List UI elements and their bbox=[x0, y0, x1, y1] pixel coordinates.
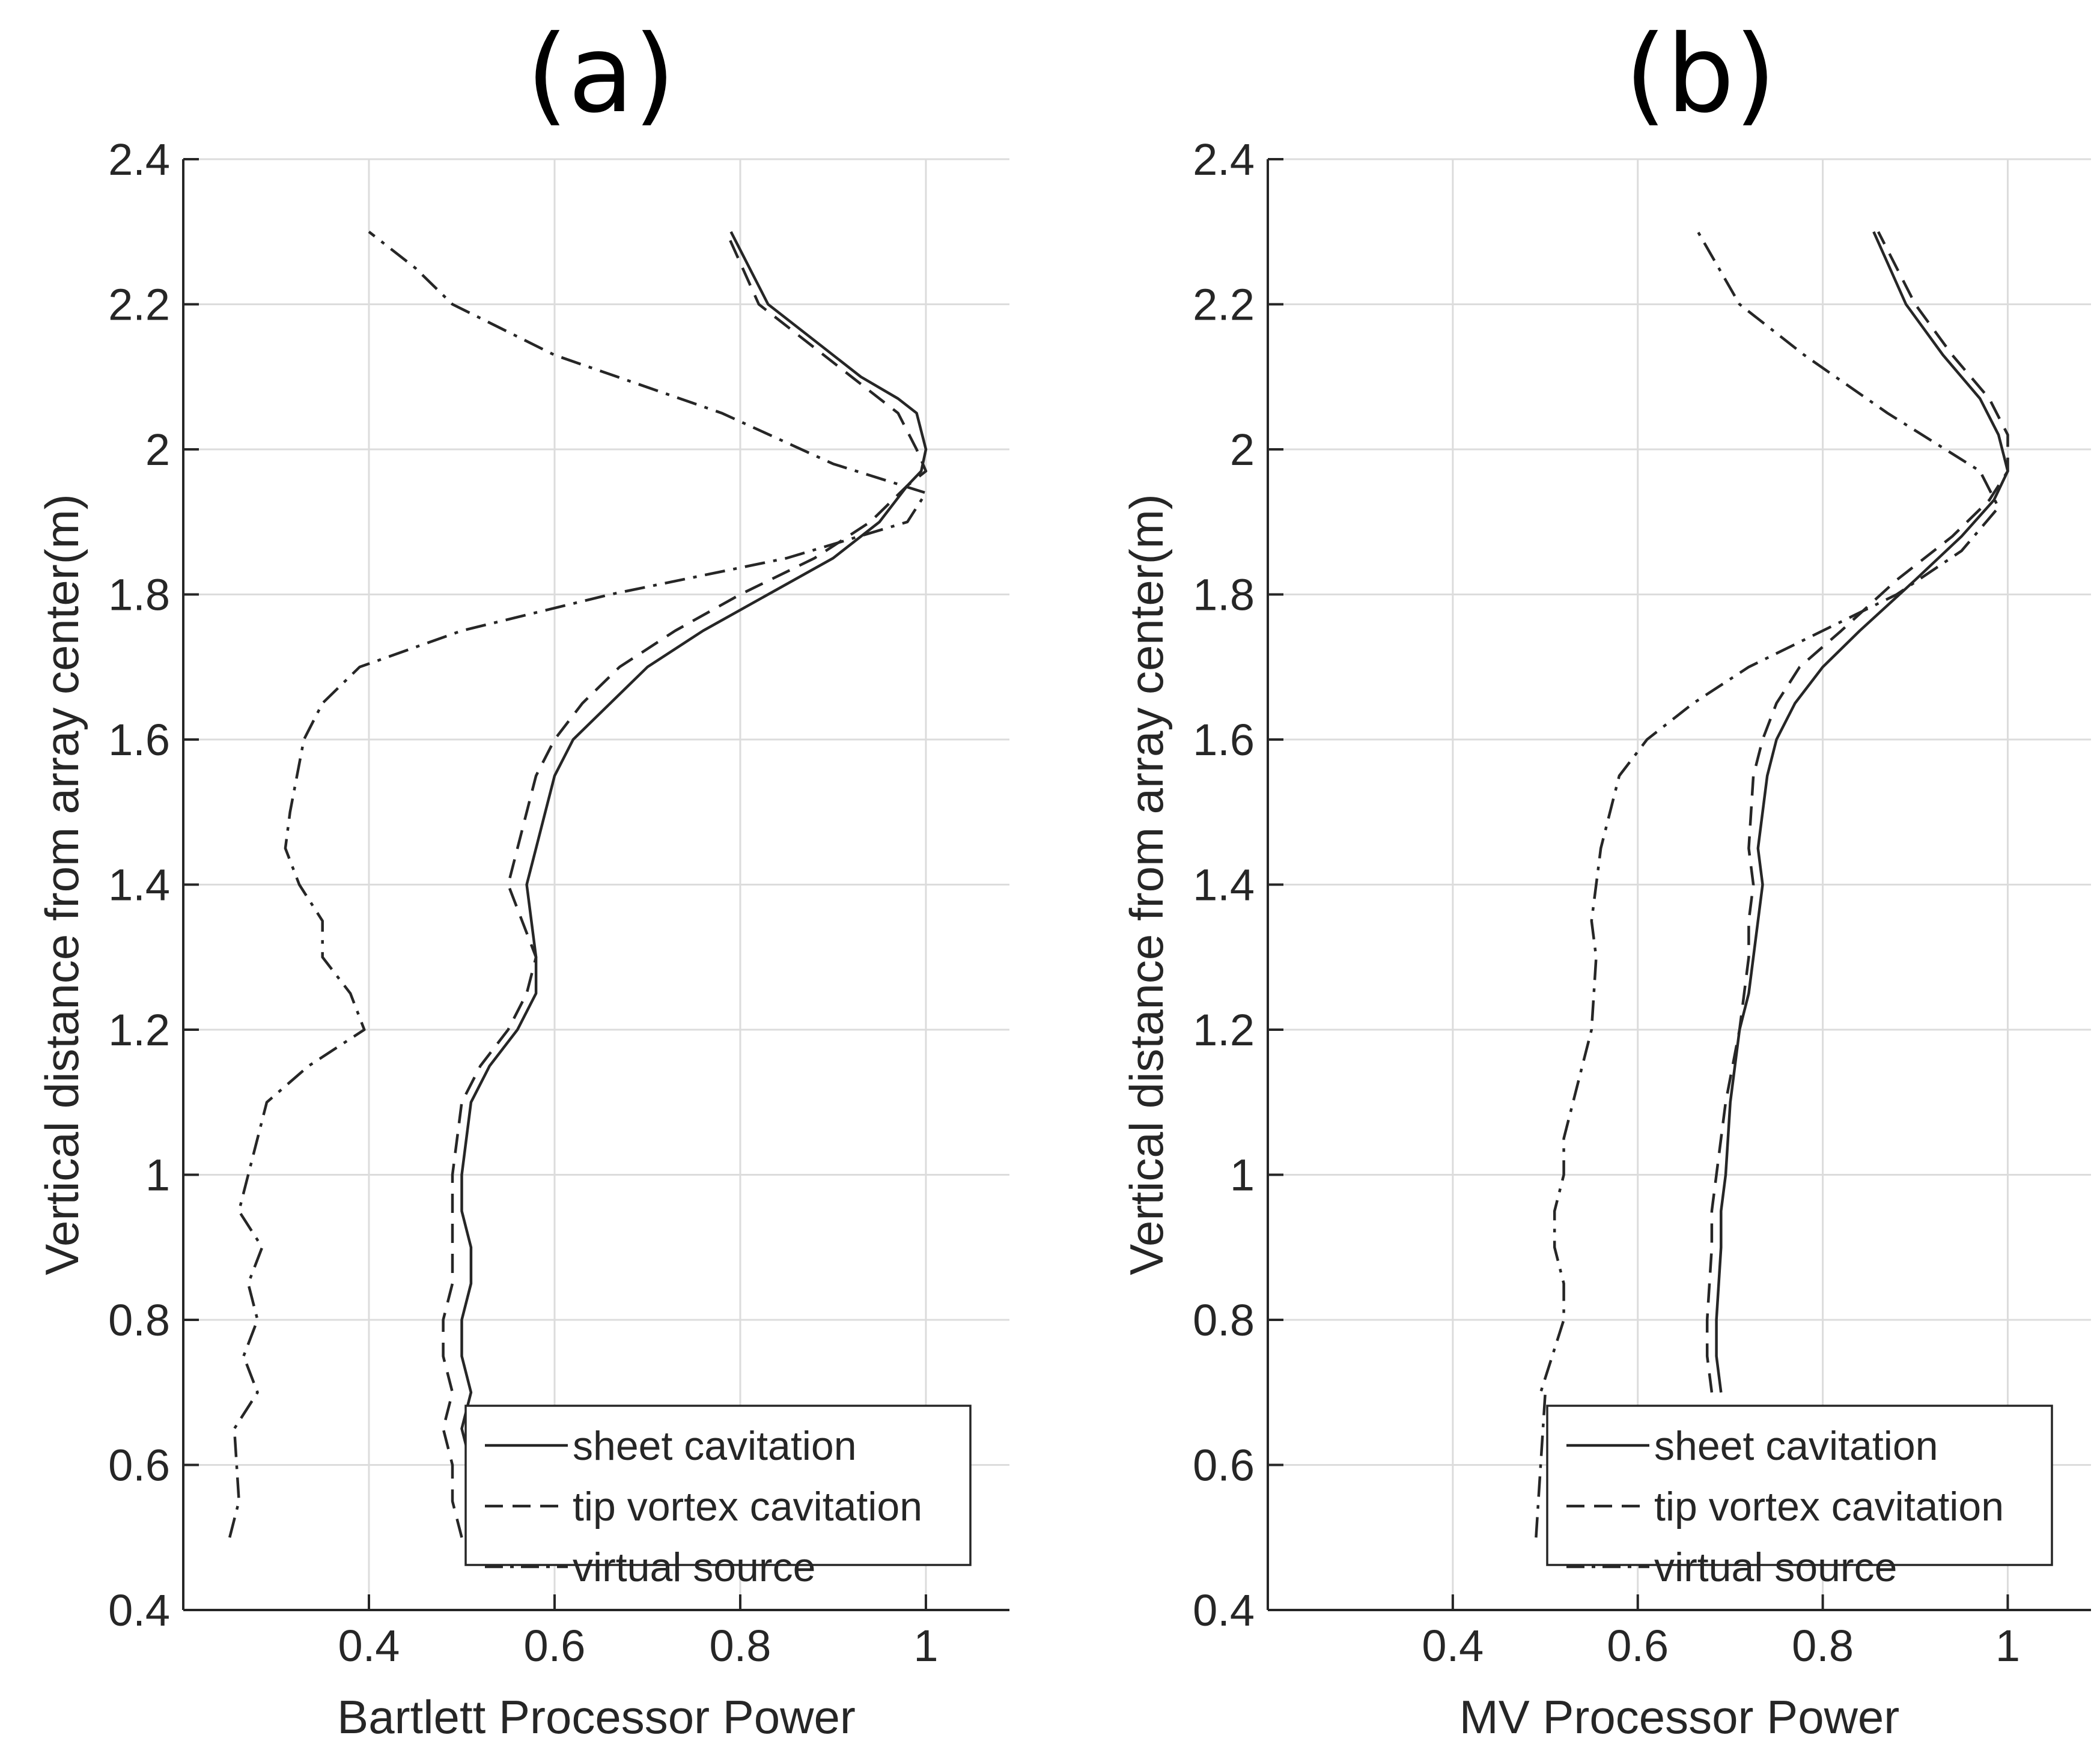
x-tick-label: 1 bbox=[1995, 1621, 2020, 1671]
x-tick-label: 0.4 bbox=[338, 1621, 400, 1671]
series-line-sheet-cavitation bbox=[1715, 231, 2009, 1393]
panel-title: (b) bbox=[1625, 12, 1776, 136]
y-tick-label: 2.2 bbox=[108, 280, 170, 330]
legend-entry-label: tip vortex cavitation bbox=[573, 1484, 922, 1530]
x-tick-label: 0.8 bbox=[1792, 1621, 1854, 1671]
series-line-virtual-source bbox=[228, 231, 928, 1538]
y-tick-label: 1.8 bbox=[108, 570, 170, 620]
x-tick-label: 0.4 bbox=[1422, 1621, 1484, 1671]
y-axis-label: Vertical distance from array center(m) bbox=[1120, 494, 1173, 1275]
panel-title: (a) bbox=[526, 12, 675, 136]
legend-entry-label: sheet cavitation bbox=[573, 1423, 857, 1469]
x-tick-label: 0.8 bbox=[710, 1621, 772, 1671]
y-tick-label: 1 bbox=[145, 1150, 170, 1200]
y-tick-label: 2.4 bbox=[108, 135, 170, 184]
legend-box bbox=[1546, 1405, 2053, 1566]
panel-a: 0.4 0.6 0.8 1 1.2 1.4 1.6 1.8 2 2.2 2.4 0.4 0.6 0.8 1 B… bbox=[35, 12, 1009, 1743]
y-tick-label: 2.2 bbox=[1193, 280, 1255, 330]
y-tick-label: 1.6 bbox=[108, 715, 170, 765]
y-tick-label: 2.4 bbox=[1193, 135, 1255, 184]
x-tick-label: 1 bbox=[913, 1621, 938, 1671]
y-tick-label: 1.4 bbox=[1193, 860, 1255, 910]
legend-entry-label: virtual source bbox=[573, 1545, 815, 1590]
y-tick-label: 1.4 bbox=[108, 860, 170, 910]
y-tick-label: 0.4 bbox=[108, 1585, 170, 1635]
x-tick-label: 0.6 bbox=[1607, 1621, 1669, 1671]
y-tick-label: 0.6 bbox=[108, 1441, 170, 1490]
y-tick-label: 1.8 bbox=[1193, 570, 1255, 620]
series-line-tip-vortex-cavitation bbox=[1705, 231, 2009, 1393]
legend: sheet cavitation tip vortex cavitation vir… bbox=[464, 1405, 972, 1590]
y-tick-label: 1.2 bbox=[108, 1005, 170, 1055]
legend: sheet cavitation tip vortex cavitation vir… bbox=[1546, 1405, 2053, 1590]
y-tick-label: 1.2 bbox=[1193, 1005, 1255, 1055]
series-line-tip-vortex-cavitation bbox=[442, 231, 928, 1538]
y-tick-label: 0.4 bbox=[1193, 1585, 1255, 1635]
y-tick-label: 1.6 bbox=[1193, 715, 1255, 765]
legend-entry-label: virtual source bbox=[1654, 1545, 1897, 1590]
legend-entry-label: tip vortex cavitation bbox=[1654, 1484, 2004, 1530]
y-tick-label: 0.6 bbox=[1193, 1441, 1255, 1490]
legend-box bbox=[464, 1405, 972, 1566]
y-tick-label: 2 bbox=[1230, 425, 1255, 475]
x-tick-label: 0.6 bbox=[524, 1621, 586, 1671]
panel-b: 0.4 0.6 0.8 1 1.2 1.4 1.6 1.8 2 2.2 2.4 0.4 0.6 0.8 1 M… bbox=[1120, 12, 2091, 1743]
x-axis-label: Bartlett Processor Power bbox=[337, 1691, 856, 1743]
x-axis-label: MV Processor Power bbox=[1459, 1691, 1900, 1743]
series-line-sheet-cavitation bbox=[460, 231, 928, 1538]
y-tick-label: 1 bbox=[1230, 1150, 1255, 1200]
y-tick-label: 0.8 bbox=[1193, 1295, 1255, 1345]
y-tick-label: 2 bbox=[145, 425, 170, 475]
y-tick-label: 0.8 bbox=[108, 1295, 170, 1345]
legend-entry-label: sheet cavitation bbox=[1654, 1423, 1938, 1469]
series-line-virtual-source bbox=[1535, 231, 2000, 1538]
y-axis-label: Vertical distance from array center(m) bbox=[35, 494, 88, 1275]
